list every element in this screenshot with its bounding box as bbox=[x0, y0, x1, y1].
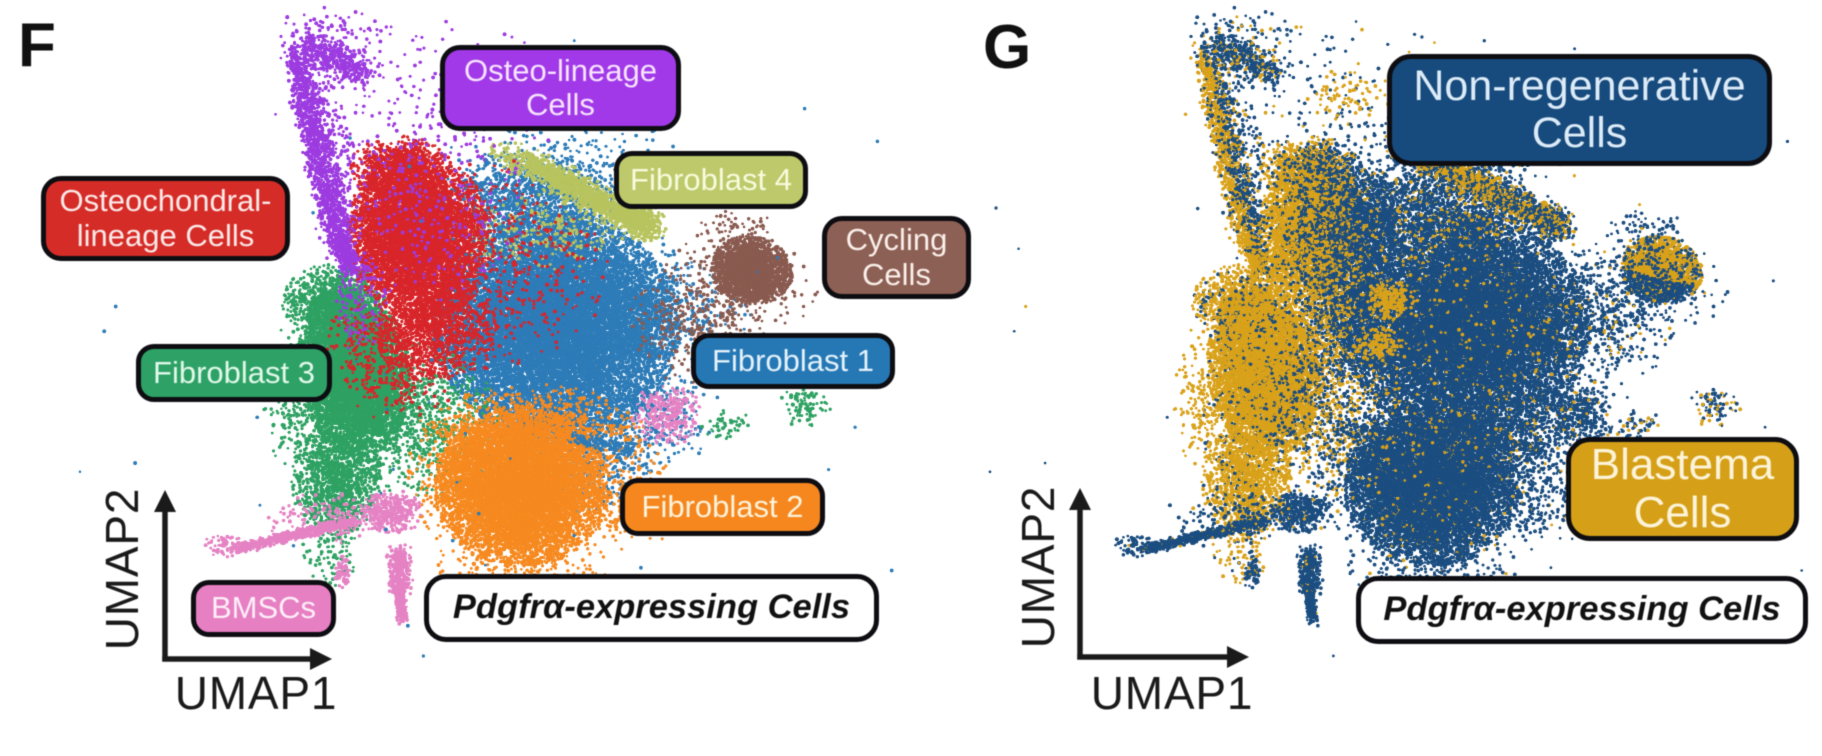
svg-text:UMAP1: UMAP1 bbox=[175, 667, 337, 719]
svg-text:UMAP2: UMAP2 bbox=[1012, 486, 1064, 648]
svg-text:UMAP1: UMAP1 bbox=[1091, 667, 1253, 719]
svg-text:UMAP2: UMAP2 bbox=[96, 488, 148, 650]
